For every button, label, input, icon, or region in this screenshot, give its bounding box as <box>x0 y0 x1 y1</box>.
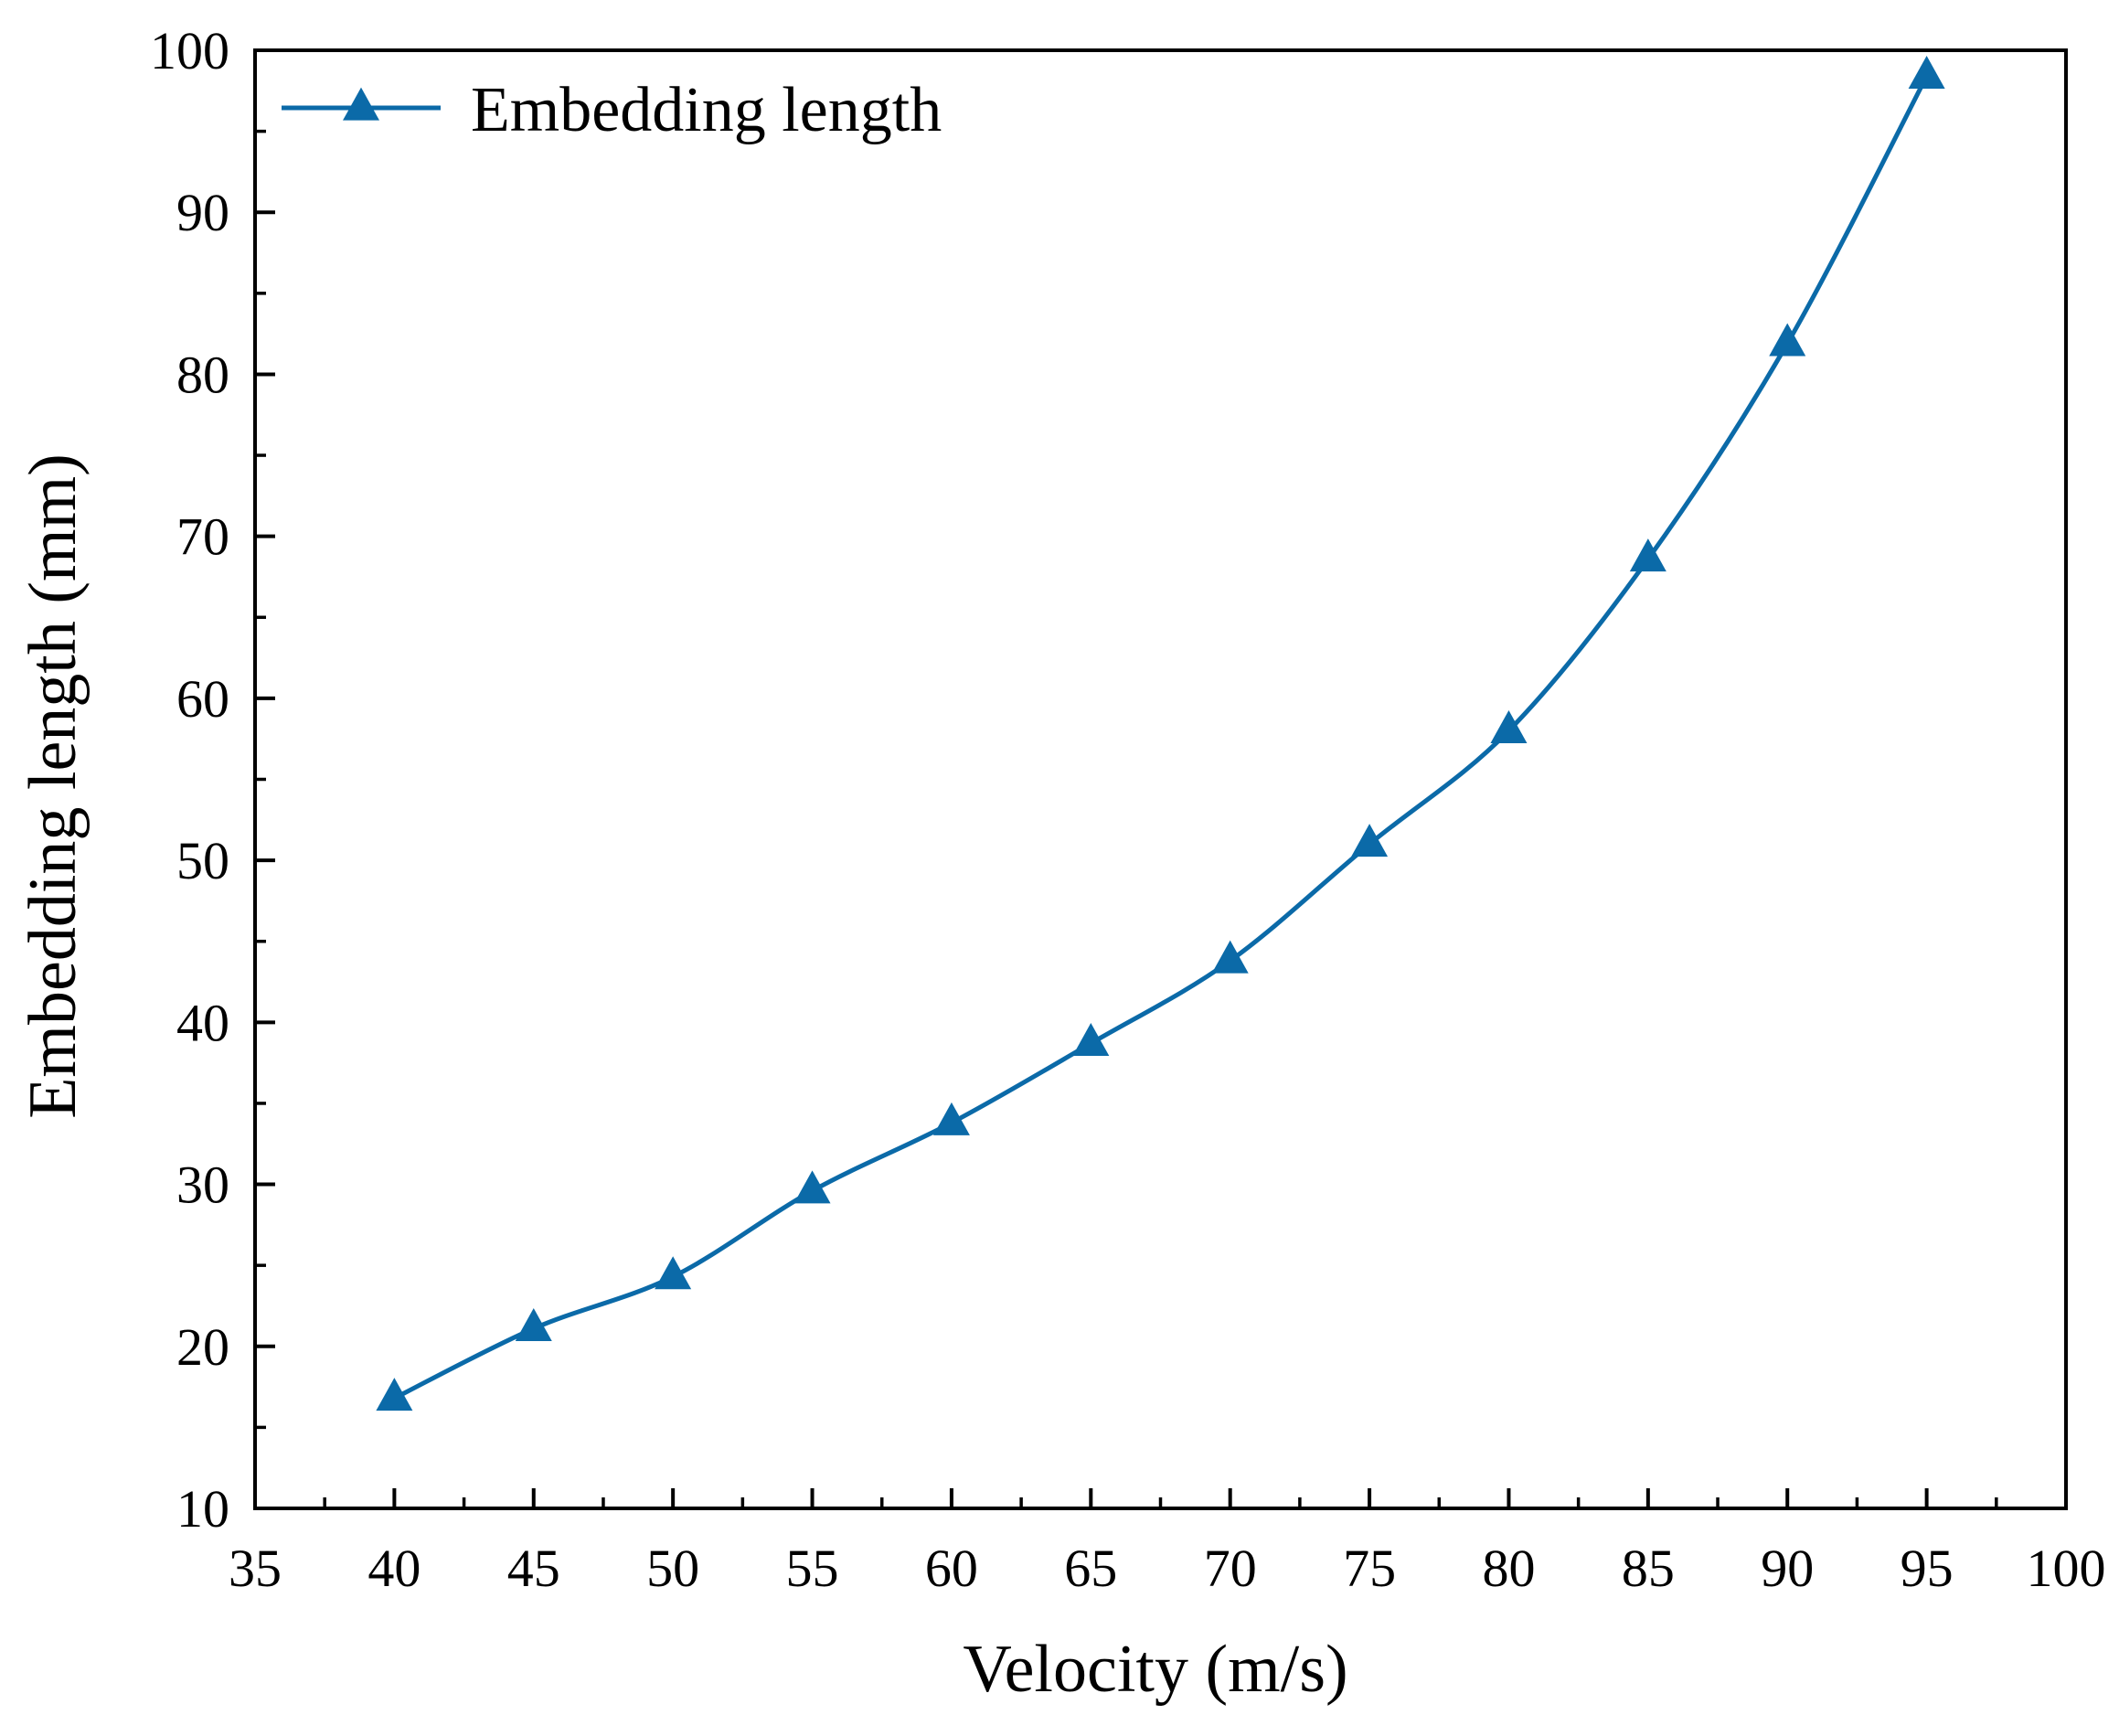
x-tick-label-35: 35 <box>229 1539 282 1598</box>
data-point-55 <box>793 1170 831 1204</box>
plot-frame <box>253 48 2068 1510</box>
legend <box>282 87 441 121</box>
x-tick-label-85: 85 <box>1622 1539 1675 1598</box>
y-tick-label-40: 40 <box>176 993 229 1052</box>
axes-group <box>253 48 2068 1510</box>
x-tick-label-70: 70 <box>1204 1539 1257 1598</box>
y-tick-label-50: 50 <box>176 831 229 890</box>
y-tick-label-60: 60 <box>176 669 229 729</box>
x-tick-label-65: 65 <box>1064 1539 1117 1598</box>
x-ticks-group: 35 40 45 50 55 60 65 70 75 80 85 90 95 100 <box>229 1488 2106 1598</box>
x-tick-label-80: 80 <box>1482 1539 1535 1598</box>
data-point-45 <box>515 1307 552 1341</box>
x-tick-label-75: 75 <box>1343 1539 1396 1598</box>
y-tick-label-10: 10 <box>176 1479 229 1539</box>
y-tick-label-70: 70 <box>176 507 229 567</box>
x-tick-label-100: 100 <box>2027 1539 2106 1598</box>
y-axis-title: Embedding length (mm) <box>16 453 91 1119</box>
data-point-85 <box>1629 538 1666 572</box>
x-tick-label-55: 55 <box>786 1539 839 1598</box>
series-group <box>376 56 1945 1411</box>
data-point-90 <box>1769 323 1806 357</box>
y-tick-label-80: 80 <box>176 345 229 404</box>
x-tick-label-45: 45 <box>507 1539 560 1598</box>
data-point-65 <box>1072 1023 1110 1057</box>
data-point-40 <box>376 1378 413 1411</box>
x-tick-label-50: 50 <box>646 1539 699 1598</box>
data-point-75 <box>1351 824 1389 857</box>
y-tick-label-20: 20 <box>176 1317 229 1377</box>
x-tick-label-95: 95 <box>1901 1539 1954 1598</box>
x-tick-label-60: 60 <box>925 1539 978 1598</box>
x-tick-label-90: 90 <box>1761 1539 1814 1598</box>
data-point-70 <box>1211 940 1249 974</box>
legend-triangle-marker <box>343 87 379 121</box>
y-ticks-group: 10 20 30 40 50 60 70 80 90 100 <box>150 21 275 1539</box>
y-tick-label-100: 100 <box>150 21 229 80</box>
data-point-80 <box>1490 710 1528 744</box>
series-line-0 <box>391 73 1930 1401</box>
x-axis-title: Velocity (m/s) <box>963 1632 1347 1707</box>
legend-label: Embedding length <box>471 75 942 145</box>
x-tick-label-40: 40 <box>367 1539 421 1598</box>
y-tick-label-30: 30 <box>176 1156 229 1215</box>
data-point-50 <box>655 1256 692 1290</box>
y-tick-label-90: 90 <box>176 183 229 242</box>
data-point-60 <box>932 1102 970 1135</box>
data-point-95 <box>1908 56 1945 90</box>
